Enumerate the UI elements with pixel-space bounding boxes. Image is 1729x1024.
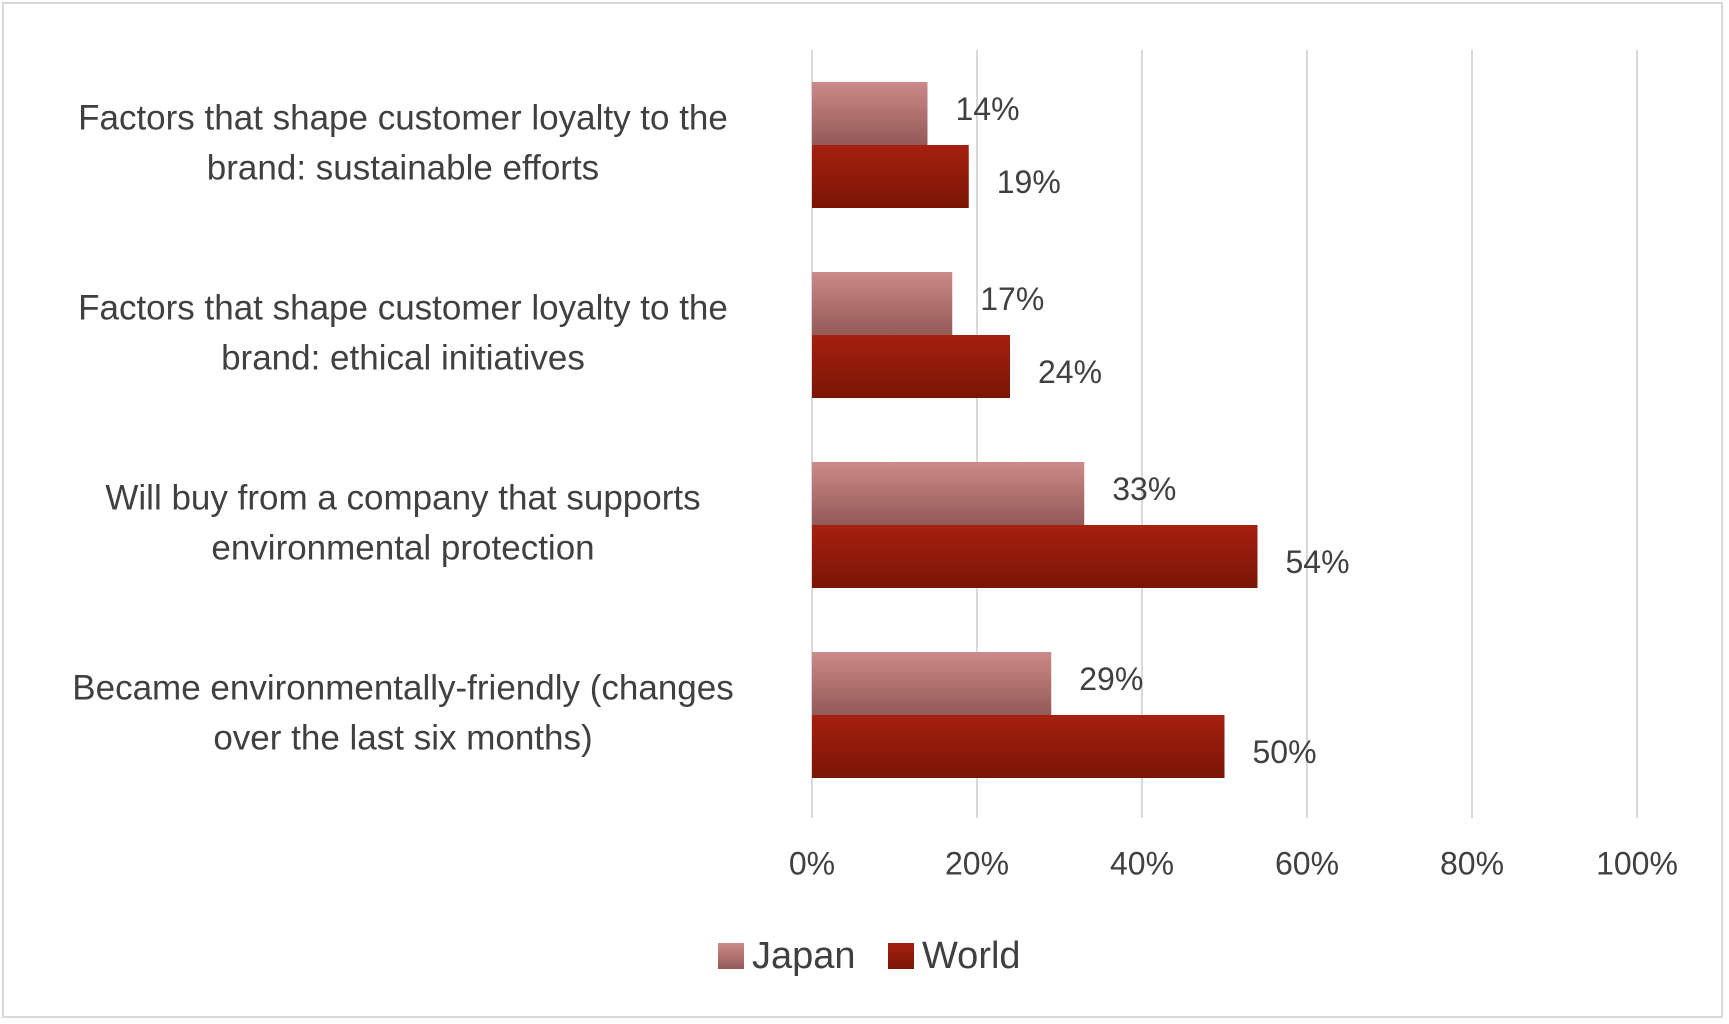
tick-label-40%: 40% [1110, 845, 1174, 881]
data-labels: 14% 19% 17% 24% 33% 54% 29% 50% [956, 91, 1350, 770]
data-label-japan-1: 17% [980, 281, 1044, 317]
data-label-world-3: 50% [1253, 734, 1317, 770]
data-label-world-0: 19% [997, 164, 1061, 200]
tick-label-80%: 80% [1440, 845, 1504, 881]
tick-label-60%: 60% [1275, 845, 1339, 881]
data-label-japan-2: 33% [1112, 471, 1176, 507]
legend-swatch-japan [718, 943, 744, 969]
bars [812, 82, 1258, 778]
data-label-japan-3: 29% [1079, 661, 1143, 697]
x-axis-tick-labels: 0% 20% 40% 60% 80% 100% [789, 845, 1678, 881]
bar-world-1 [812, 335, 1010, 398]
tick-label-100%: 100% [1596, 845, 1678, 881]
legend-swatch-world [888, 943, 914, 969]
legend: Japan World [718, 935, 1021, 977]
bar-japan-2 [812, 462, 1085, 525]
category-label-3-line-1: over the last six months) [213, 718, 592, 757]
category-label-1-line-0: Factors that shape customer loyalty to t… [78, 288, 728, 327]
bar-japan-3 [812, 652, 1052, 715]
category-label-1-line-1: brand: ethical initiatives [221, 338, 585, 377]
category-labels: Factors that shape customer loyalty to t… [72, 98, 733, 757]
bar-world-0 [812, 145, 969, 208]
tick-label-20%: 20% [945, 845, 1009, 881]
legend-label-japan: Japan [752, 935, 856, 977]
data-label-world-2: 54% [1286, 544, 1350, 580]
category-label-3-line-0: Became environmentally-friendly (changes [72, 668, 733, 707]
bar-world-2 [812, 525, 1258, 588]
bar-japan-0 [812, 82, 928, 145]
category-label-0-line-1: brand: sustainable efforts [207, 148, 599, 187]
bar-world-3 [812, 715, 1225, 778]
legend-label-world: World [922, 935, 1021, 977]
tick-label-0%: 0% [789, 845, 835, 881]
data-label-japan-0: 14% [956, 91, 1020, 127]
bar-japan-1 [812, 272, 953, 335]
category-label-2-line-1: environmental protection [211, 528, 594, 567]
category-label-0-line-0: Factors that shape customer loyalty to t… [78, 98, 728, 137]
category-label-2-line-0: Will buy from a company that supports [105, 478, 700, 517]
data-label-world-1: 24% [1038, 354, 1102, 390]
